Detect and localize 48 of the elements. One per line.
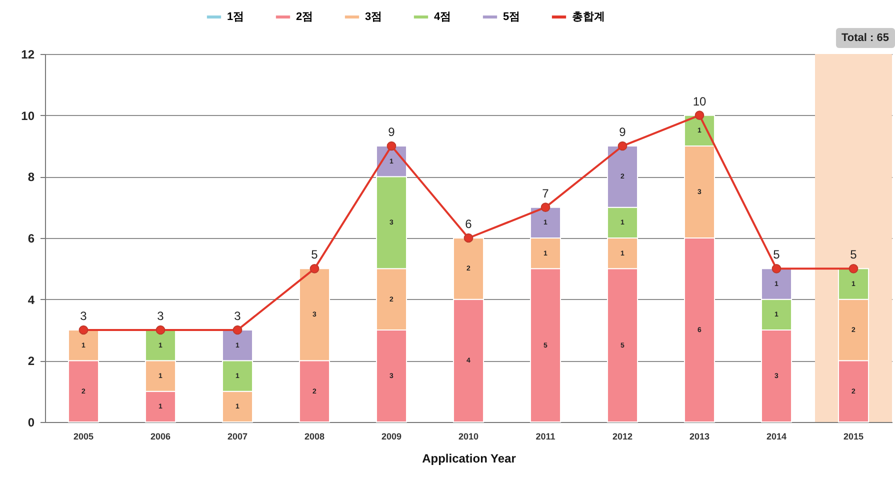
x-tick-label: 2007 — [227, 432, 248, 442]
point — [386, 141, 396, 151]
point — [540, 202, 550, 212]
legend-label: 1점 — [227, 11, 244, 23]
data-label: 6 — [465, 217, 472, 231]
data-label: 5 — [850, 248, 858, 262]
point — [156, 325, 166, 335]
data-label: 3 — [234, 309, 242, 323]
point — [618, 141, 628, 151]
legend-label: 4점 — [434, 11, 452, 23]
data-label: 9 — [388, 125, 396, 139]
x-tick-label: 2013 — [689, 432, 710, 442]
x-tick-label: 2014 — [766, 432, 787, 442]
x-tick-label: 2015 — [843, 432, 864, 442]
point — [694, 110, 704, 120]
data-label: 3 — [80, 309, 88, 323]
point — [310, 264, 320, 274]
data-label: 3 — [157, 309, 164, 323]
data-label: 9 — [619, 125, 626, 139]
data-label: 5 — [311, 248, 318, 262]
data-label: 5 — [773, 248, 780, 262]
data-label: 7 — [542, 186, 550, 200]
x-tick-label: 2008 — [304, 432, 325, 442]
y-tick-label: 10 — [21, 108, 35, 123]
x-tick-label: 2012 — [612, 432, 633, 442]
y-tick-label: 4 — [28, 292, 35, 307]
legend-label: 2점 — [296, 11, 314, 23]
x-tick-label: 2010 — [458, 432, 479, 442]
point — [772, 264, 782, 274]
text: Total : 65 — [836, 28, 895, 48]
y-tick-label: 2 — [28, 354, 35, 368]
point — [848, 264, 858, 274]
x-tick-label: 2005 — [73, 432, 94, 442]
y-tick-label: 6 — [28, 232, 35, 246]
x-tick-label: 2009 — [381, 432, 402, 442]
legend-label: 3점 — [365, 11, 382, 23]
point — [232, 325, 242, 335]
data-label: 10 — [692, 94, 706, 108]
x-tick-label: 2006 — [150, 432, 171, 442]
x-axis-title: Application Year — [422, 452, 516, 466]
x-tick-label: 2011 — [536, 432, 556, 442]
point — [78, 325, 88, 335]
legend-label: 총합계 — [572, 11, 605, 23]
y-tick-label: 12 — [21, 48, 35, 62]
y-tick-label: 0 — [28, 416, 35, 430]
legend-label: 5점 — [503, 11, 520, 23]
y-tick-label: 8 — [28, 170, 35, 184]
point — [464, 233, 474, 243]
